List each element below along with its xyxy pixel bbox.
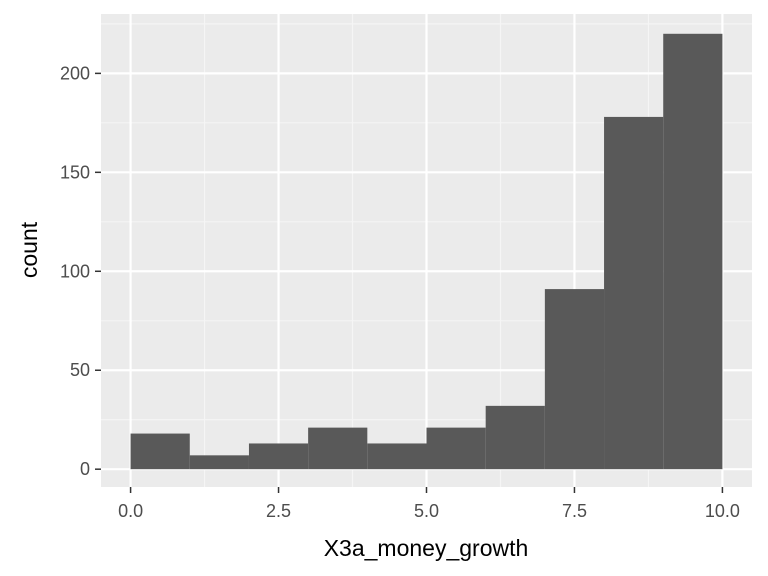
- histogram-bar: [663, 33, 723, 470]
- y-tick-label: 100: [60, 261, 90, 281]
- y-tick-label: 0: [80, 459, 90, 479]
- histogram-bar: [189, 455, 249, 470]
- histogram-bar: [485, 405, 545, 470]
- histogram-bar: [248, 443, 309, 470]
- x-tick-label: 5.0: [414, 501, 439, 521]
- histogram-bar: [604, 116, 664, 470]
- histogram-bar: [426, 427, 486, 470]
- x-tick-label: 7.5: [562, 501, 587, 521]
- x-tick-label: 0.0: [118, 501, 143, 521]
- x-axis-title: X3a_money_growth: [324, 535, 529, 561]
- y-tick-label: 150: [60, 162, 90, 182]
- y-axis-ticks: 0 50 100 150 200: [60, 63, 101, 479]
- histogram-bar: [367, 443, 427, 470]
- histogram-bars: [130, 33, 723, 470]
- x-axis-ticks: 0.0 2.5 5.0 7.5 10.0: [118, 487, 740, 521]
- y-tick-label: 200: [60, 63, 90, 83]
- histogram-bar: [308, 427, 368, 470]
- y-axis-title: count: [16, 221, 42, 278]
- y-tick-label: 50: [70, 360, 90, 380]
- histogram-bar: [130, 433, 190, 470]
- histogram-bar: [544, 289, 605, 470]
- x-tick-label: 2.5: [266, 501, 291, 521]
- x-tick-label: 10.0: [705, 501, 740, 521]
